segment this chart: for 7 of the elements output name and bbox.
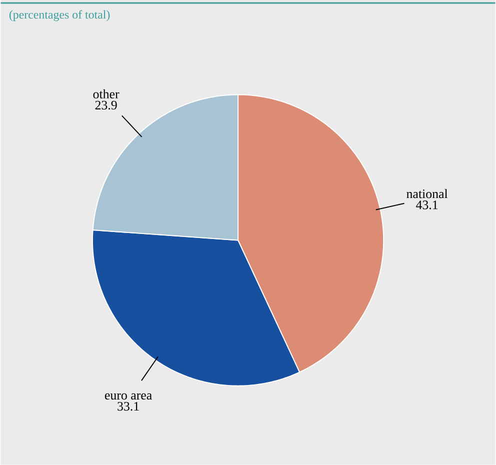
chart-subtitle: (percentages of total) — [9, 10, 110, 22]
data-label: 23.9 — [95, 101, 117, 110]
slice-label: other — [93, 90, 120, 99]
slice-label: national — [406, 189, 448, 198]
slice-label: euro area — [104, 394, 152, 400]
data-label: 43.1 — [416, 200, 438, 210]
data-label: 33.1 — [118, 402, 139, 411]
